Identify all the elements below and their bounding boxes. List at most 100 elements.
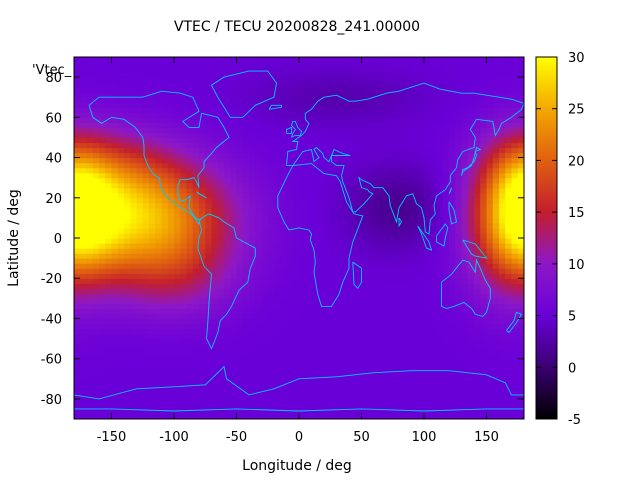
heat-cell: [217, 222, 225, 229]
heat-cell: [236, 67, 244, 73]
heat-cell: [417, 72, 425, 78]
heat-cell: [99, 393, 106, 400]
heat-cell: [411, 273, 419, 279]
heat-cell: [449, 298, 456, 304]
heat-cell: [111, 142, 119, 149]
heat-cell: [474, 182, 481, 189]
heat-cell: [305, 338, 313, 345]
heat-cell: [280, 368, 288, 375]
heat-cell: [249, 162, 256, 169]
heat-cell: [399, 353, 406, 360]
heat-cell: [161, 227, 169, 234]
heat-cell: [430, 227, 438, 234]
heat-cell: [442, 403, 450, 410]
heat-cell: [349, 373, 356, 380]
heat-cell: [74, 283, 81, 289]
heat-cell: [124, 142, 131, 149]
heat-cell: [192, 253, 200, 259]
heat-cell: [286, 408, 294, 415]
heat-cell: [361, 132, 369, 139]
heat-cell: [149, 393, 156, 400]
heat-cell: [330, 202, 338, 209]
heat-cell: [236, 323, 244, 330]
heat-cell: [355, 238, 363, 244]
heat-cell: [480, 393, 488, 400]
heat-cell: [405, 177, 413, 184]
heat-cell: [380, 353, 388, 360]
heat-cell: [330, 283, 338, 289]
heat-cell: [130, 303, 138, 309]
heat-cell: [242, 162, 250, 169]
heat-cell: [249, 253, 256, 259]
heat-cell: [424, 303, 431, 309]
heat-cell: [199, 363, 206, 370]
heat-cell: [280, 172, 288, 179]
heat-cell: [474, 232, 481, 239]
heat-cell: [224, 403, 231, 410]
heat-cell: [317, 268, 325, 274]
heat-cell: [261, 348, 269, 355]
heat-cell: [511, 273, 519, 279]
heat-cell: [467, 227, 475, 234]
heat-cell: [280, 258, 288, 264]
heat-cell: [136, 167, 144, 174]
heat-cell: [136, 363, 144, 370]
heat-cell: [442, 313, 450, 320]
heat-cell: [186, 383, 194, 390]
heat-cell: [480, 348, 488, 355]
heat-cell: [117, 77, 125, 83]
heat-cell: [424, 107, 431, 113]
heat-cell: [217, 338, 225, 345]
heat-cell: [205, 283, 213, 289]
heat-cell: [311, 323, 319, 330]
heat-cell: [211, 162, 219, 169]
heat-cell: [486, 328, 494, 335]
heat-cell: [280, 318, 288, 325]
heat-cell: [211, 333, 219, 340]
heat-cell: [142, 182, 150, 189]
heat-cell: [167, 323, 175, 330]
heat-cell: [411, 238, 419, 244]
heat-cell: [380, 177, 388, 184]
heat-cell: [424, 142, 431, 149]
heat-cell: [230, 398, 238, 405]
heat-cell: [399, 378, 406, 385]
heat-cell: [380, 298, 388, 304]
heat-cell: [392, 107, 400, 113]
heat-cell: [130, 222, 138, 229]
heat-cell: [80, 152, 88, 159]
heat-cell: [486, 162, 494, 169]
heat-cell: [449, 187, 456, 194]
heat-cell: [480, 212, 488, 219]
heat-cell: [499, 313, 506, 320]
heat-cell: [424, 232, 431, 239]
heat-cell: [517, 413, 524, 419]
heat-cell: [511, 217, 519, 224]
heat-cell: [517, 368, 524, 375]
heat-cell: [467, 172, 475, 179]
heat-cell: [386, 268, 394, 274]
heat-cell: [111, 238, 119, 244]
heat-cell: [305, 167, 313, 174]
heat-cell: [80, 72, 88, 78]
heat-cell: [80, 388, 88, 395]
heat-cell: [255, 293, 263, 299]
heat-cell: [217, 142, 225, 149]
heat-cell: [361, 102, 369, 108]
heat-cell: [436, 363, 444, 370]
heat-cell: [499, 248, 506, 254]
heat-cell: [161, 82, 169, 88]
heat-cell: [424, 192, 431, 199]
heat-cell: [130, 258, 138, 264]
heat-cell: [92, 383, 100, 390]
heat-cell: [136, 197, 144, 204]
heat-cell: [155, 122, 163, 128]
heat-cell: [267, 308, 275, 315]
heat-cell: [74, 318, 81, 325]
heat-cell: [417, 243, 425, 249]
heat-cell: [486, 112, 494, 118]
heat-cell: [299, 293, 306, 299]
heat-cell: [211, 102, 219, 108]
heat-cell: [267, 253, 275, 259]
heat-cell: [224, 172, 231, 179]
